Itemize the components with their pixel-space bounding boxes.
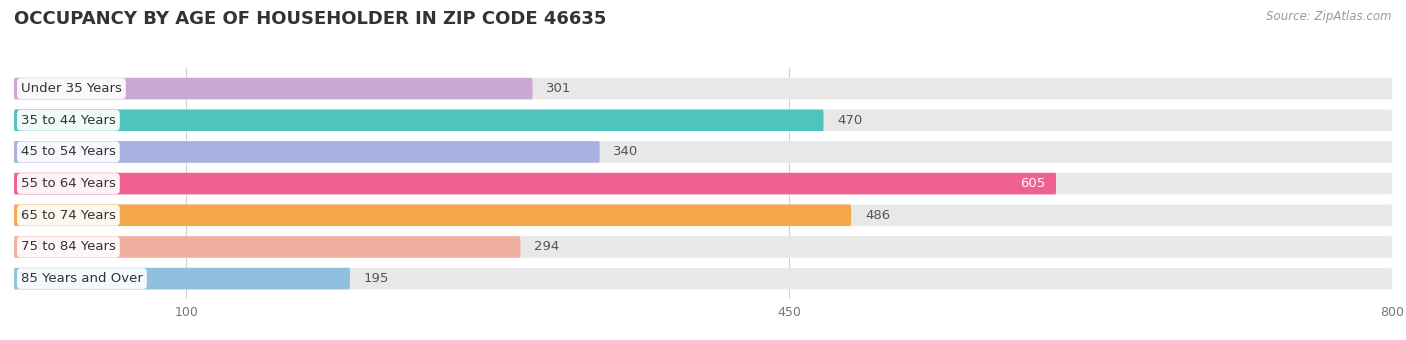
Text: Source: ZipAtlas.com: Source: ZipAtlas.com <box>1267 10 1392 23</box>
FancyBboxPatch shape <box>14 78 533 99</box>
FancyBboxPatch shape <box>14 109 824 131</box>
FancyBboxPatch shape <box>14 236 1392 258</box>
Text: Under 35 Years: Under 35 Years <box>21 82 122 95</box>
Text: 195: 195 <box>364 272 389 285</box>
Text: OCCUPANCY BY AGE OF HOUSEHOLDER IN ZIP CODE 46635: OCCUPANCY BY AGE OF HOUSEHOLDER IN ZIP C… <box>14 10 606 28</box>
FancyBboxPatch shape <box>14 78 1392 99</box>
FancyBboxPatch shape <box>14 236 520 258</box>
FancyBboxPatch shape <box>14 109 1392 131</box>
Text: 45 to 54 Years: 45 to 54 Years <box>21 146 115 158</box>
FancyBboxPatch shape <box>14 173 1392 194</box>
Text: 340: 340 <box>613 146 638 158</box>
Text: 301: 301 <box>547 82 572 95</box>
FancyBboxPatch shape <box>14 204 851 226</box>
FancyBboxPatch shape <box>14 173 1056 194</box>
Text: 75 to 84 Years: 75 to 84 Years <box>21 240 115 253</box>
FancyBboxPatch shape <box>14 141 1392 163</box>
FancyBboxPatch shape <box>14 268 1392 289</box>
Text: 605: 605 <box>1021 177 1046 190</box>
Text: 65 to 74 Years: 65 to 74 Years <box>21 209 115 222</box>
Text: 470: 470 <box>838 114 863 127</box>
FancyBboxPatch shape <box>14 268 350 289</box>
FancyBboxPatch shape <box>14 141 599 163</box>
Text: 294: 294 <box>534 240 560 253</box>
Text: 486: 486 <box>865 209 890 222</box>
Text: 35 to 44 Years: 35 to 44 Years <box>21 114 115 127</box>
FancyBboxPatch shape <box>14 204 1392 226</box>
Text: 55 to 64 Years: 55 to 64 Years <box>21 177 115 190</box>
Text: 85 Years and Over: 85 Years and Over <box>21 272 143 285</box>
